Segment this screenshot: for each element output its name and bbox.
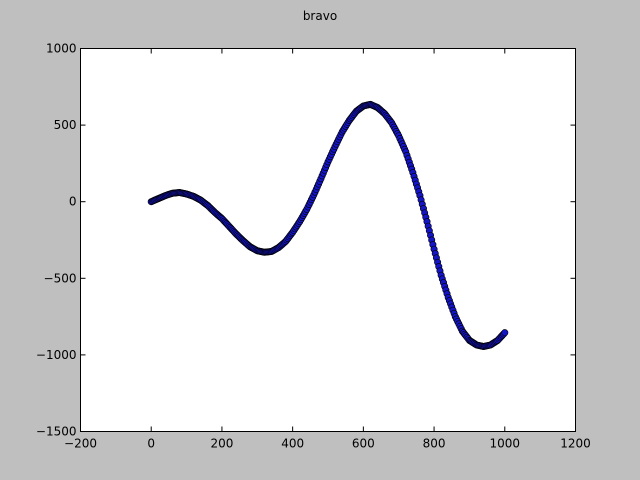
- y-tick-label: −500: [44, 271, 77, 285]
- x-tick-label: −200: [64, 437, 97, 451]
- x-tick-label: 400: [281, 437, 304, 451]
- y-tick-label: −1000: [36, 348, 77, 362]
- chart-title: bravo: [303, 9, 337, 23]
- plot-area: [80, 48, 576, 432]
- x-tick-label: 0: [147, 437, 155, 451]
- x-tick-label: 800: [423, 437, 446, 451]
- axis-ticks: −200 0 200 400 600 800 1000 1200 −1500 −1000 −500 0…: [36, 42, 591, 451]
- x-tick-label: 600: [352, 437, 375, 451]
- x-tick-label: 200: [210, 437, 233, 451]
- y-tick-label: 1000: [46, 42, 77, 56]
- data-points: [147, 100, 509, 350]
- x-tick-label: 1000: [490, 437, 521, 451]
- data-point: [501, 329, 509, 337]
- x-tick-label: 1200: [560, 437, 591, 451]
- y-tick-label: −1500: [36, 425, 77, 439]
- y-tick-label: 500: [54, 118, 77, 132]
- y-tick-label: 0: [69, 195, 77, 209]
